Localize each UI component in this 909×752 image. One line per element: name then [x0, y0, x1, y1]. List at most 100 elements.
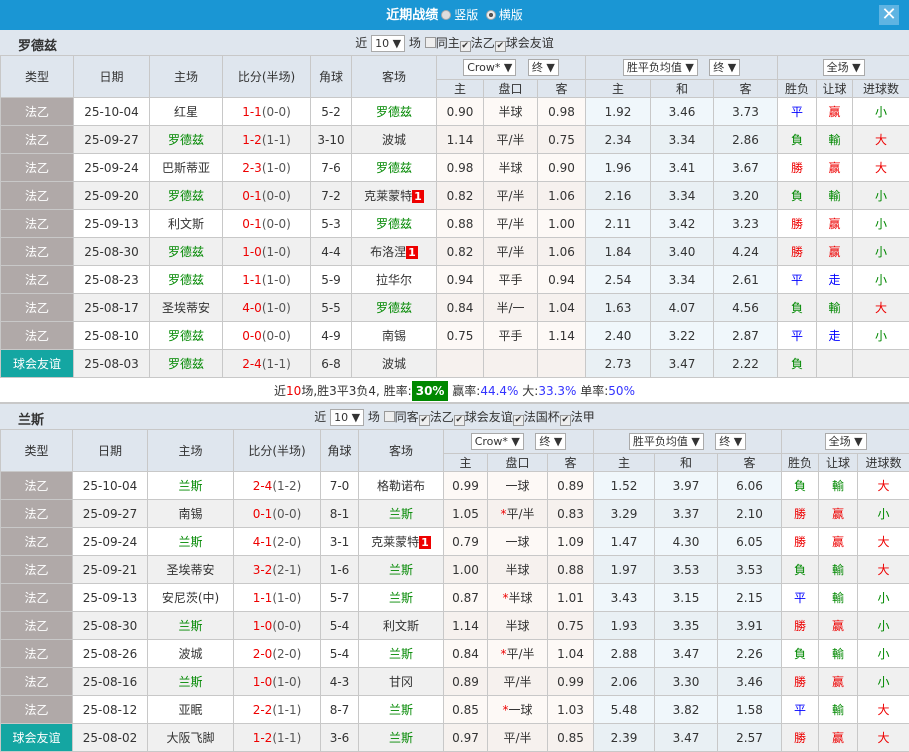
score[interactable]: 4-1(2-0) [234, 528, 321, 556]
away-team[interactable]: 兰斯 [359, 584, 444, 612]
score[interactable]: 4-0(1-0) [223, 294, 311, 322]
odds-home: 0.88 [437, 210, 484, 238]
radio-vertical[interactable] [441, 10, 451, 20]
score[interactable]: 1-1(1-0) [223, 266, 311, 294]
score[interactable]: 2-0(2-0) [234, 640, 321, 668]
close-icon[interactable]: ✕ [879, 5, 899, 25]
away-team[interactable]: 格勒诺布 [359, 472, 444, 500]
filter-label[interactable]: 法国杯 [524, 410, 560, 424]
scope-select[interactable]: 全场 ▼ [823, 59, 865, 76]
score[interactable]: 1-1(1-0) [234, 584, 321, 612]
away-team[interactable]: 波城 [352, 126, 437, 154]
home-team[interactable]: 亚眠 [148, 696, 234, 724]
home-team[interactable]: 大阪飞脚 [148, 724, 234, 752]
score[interactable]: 3-2(2-1) [234, 556, 321, 584]
filter-label[interactable]: 法乙 [471, 36, 495, 50]
home-team[interactable]: 波城 [148, 640, 234, 668]
away-team[interactable]: 拉华尔 [352, 266, 437, 294]
home-team[interactable]: 利文斯 [150, 210, 223, 238]
filter-label[interactable]: 法甲 [571, 410, 595, 424]
filter-label[interactable]: 球会友谊 [465, 410, 513, 424]
score[interactable]: 1-2(1-1) [223, 126, 311, 154]
view-option-horizontal[interactable]: 横版 [499, 8, 523, 22]
away-team[interactable]: 兰斯 [359, 500, 444, 528]
home-team[interactable]: 罗德兹 [150, 350, 223, 378]
radio-horizontal[interactable] [486, 10, 496, 20]
filter-label[interactable]: 同主 [436, 36, 460, 50]
home-team[interactable]: 兰斯 [148, 528, 234, 556]
half-time-score: (1-1) [272, 703, 301, 717]
scope-select[interactable]: 全场 ▼ [825, 433, 867, 450]
avg-type-select[interactable]: 胜平负均值 ▼ [629, 433, 704, 450]
handicap-result: 輸 [817, 182, 853, 210]
score[interactable]: 1-0(1-0) [234, 668, 321, 696]
away-team[interactable]: 甘冈 [359, 668, 444, 696]
score[interactable]: 2-3(1-0) [223, 154, 311, 182]
score[interactable]: 1-1(0-0) [223, 98, 311, 126]
home-team[interactable]: 罗德兹 [150, 238, 223, 266]
avg-type-select[interactable]: 胜平负均值 ▼ [623, 59, 698, 76]
filter-checkbox[interactable]: ✔ [513, 415, 524, 426]
away-team[interactable]: 利文斯 [359, 612, 444, 640]
home-team[interactable]: 南锡 [148, 500, 234, 528]
odds-stage-select[interactable]: 终 ▼ [535, 433, 566, 450]
away-team[interactable]: 南锡 [352, 322, 437, 350]
filter-label[interactable]: 球会友谊 [506, 36, 554, 50]
home-team[interactable]: 兰斯 [148, 668, 234, 696]
filter-checkbox[interactable]: ✔ [460, 41, 471, 52]
filter-checkbox[interactable]: ✔ [454, 415, 465, 426]
avg-stage-select[interactable]: 终 ▼ [715, 433, 746, 450]
score[interactable]: 2-2(1-1) [234, 696, 321, 724]
filter-checkbox[interactable]: ✔ [560, 415, 571, 426]
home-team[interactable]: 巴斯蒂亚 [150, 154, 223, 182]
filter-checkbox[interactable] [425, 37, 436, 48]
score[interactable]: 0-1(0-0) [223, 182, 311, 210]
home-team[interactable]: 红星 [150, 98, 223, 126]
home-team[interactable]: 兰斯 [148, 612, 234, 640]
away-team[interactable]: 波城 [352, 350, 437, 378]
filter-label[interactable]: 法乙 [430, 410, 454, 424]
score[interactable]: 2-4(1-1) [223, 350, 311, 378]
away-team[interactable]: 兰斯 [359, 640, 444, 668]
score[interactable]: 1-0(1-0) [223, 238, 311, 266]
away-team[interactable]: 罗德兹 [352, 294, 437, 322]
score[interactable]: 1-2(1-1) [234, 724, 321, 752]
score[interactable]: 0-0(0-0) [223, 322, 311, 350]
red-card-badge: 1 [406, 246, 418, 259]
filter-checkbox[interactable]: ✔ [495, 41, 506, 52]
home-team[interactable]: 圣埃蒂安 [148, 556, 234, 584]
odds-company-select[interactable]: Crow* ▼ [471, 433, 524, 450]
col-h: 主 [444, 454, 488, 472]
home-team[interactable]: 圣埃蒂安 [150, 294, 223, 322]
away-team[interactable]: 兰斯 [359, 696, 444, 724]
home-team[interactable]: 罗德兹 [150, 182, 223, 210]
avg-stage-select[interactable]: 终 ▼ [709, 59, 740, 76]
score[interactable]: 1-0(0-0) [234, 612, 321, 640]
away-team[interactable]: 罗德兹 [352, 154, 437, 182]
filter-label[interactable]: 同客 [395, 410, 419, 424]
odds-stage-select[interactable]: 终 ▼ [528, 59, 559, 76]
home-team[interactable]: 罗德兹 [150, 266, 223, 294]
filter-checkbox[interactable] [384, 411, 395, 422]
home-team[interactable]: 罗德兹 [150, 126, 223, 154]
odds-company-select[interactable]: Crow* ▼ [463, 59, 516, 76]
match-count-select[interactable]: 10 ▼ [371, 35, 405, 52]
score[interactable]: 2-4(1-2) [234, 472, 321, 500]
score[interactable]: 0-1(0-0) [223, 210, 311, 238]
filter-checkbox[interactable]: ✔ [419, 415, 430, 426]
home-team[interactable]: 安尼茨(中) [148, 584, 234, 612]
away-team[interactable]: 兰斯 [359, 556, 444, 584]
home-team[interactable]: 兰斯 [148, 472, 234, 500]
away-team[interactable]: 罗德兹 [352, 210, 437, 238]
score[interactable]: 0-1(0-0) [234, 500, 321, 528]
odds-away [538, 350, 586, 378]
section-header: 兰斯近 10 ▼ 场 同客✔法乙✔球会友谊✔法国杯✔法甲 [0, 404, 909, 429]
match-count-select[interactable]: 10 ▼ [330, 409, 364, 426]
home-team[interactable]: 罗德兹 [150, 322, 223, 350]
away-team[interactable]: 罗德兹 [352, 98, 437, 126]
view-option-vertical[interactable]: 竖版 [454, 8, 478, 22]
away-team[interactable]: 兰斯 [359, 724, 444, 752]
